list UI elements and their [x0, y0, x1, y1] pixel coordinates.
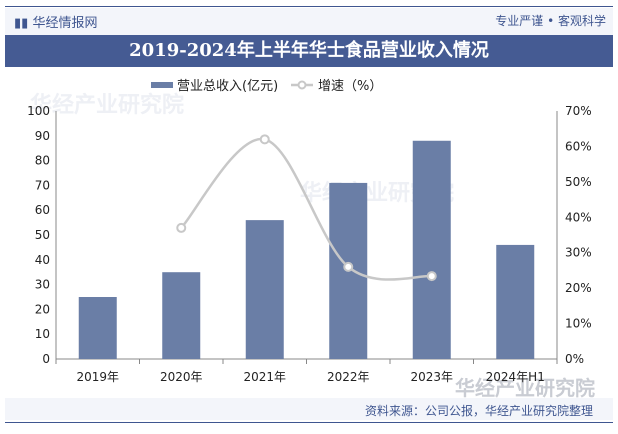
left-tick-label: 80	[35, 154, 50, 168]
left-tick-label: 40	[35, 253, 50, 267]
slogan: 专业严谨 • 客观科学	[495, 14, 606, 28]
left-tick-label: 0	[42, 352, 50, 366]
right-tick-label: 70%	[565, 104, 592, 118]
top-rule	[5, 6, 613, 7]
brand-name: 华经情报网	[32, 16, 98, 31]
left-tick-label: 20	[35, 302, 50, 316]
left-tick-label: 70	[35, 178, 50, 192]
brand-logo: ▮▮ 华经情报网	[14, 12, 97, 31]
chart-title: 2019-2024年上半年华士食品营业收入情况	[5, 35, 613, 67]
growth-point	[259, 134, 270, 145]
x-tick-label: 2021年	[243, 370, 286, 384]
growth-line	[180, 138, 432, 281]
left-tick-label: 100	[27, 104, 50, 118]
right-tick-label: 0%	[565, 352, 584, 366]
legend-line-marker	[297, 80, 307, 90]
right-tick-label: 40%	[565, 210, 592, 224]
left-tick-label: 60	[35, 203, 50, 217]
header-bar	[5, 8, 613, 35]
growth-point	[343, 261, 354, 272]
bar-2023年	[412, 140, 451, 359]
bottom-rule	[5, 422, 613, 423]
right-tick-label: 60%	[565, 139, 592, 153]
x-tick-label: 2023年	[410, 370, 453, 384]
bar-2024年H1	[496, 244, 535, 359]
bar-2019年	[78, 297, 117, 359]
watermark-logo: 华经产业研究院	[455, 376, 595, 400]
legend-bar-label: 营业总收入(亿元)	[177, 79, 278, 94]
source-note: 资料来源：公司公报，华经产业研究院整理	[5, 398, 613, 420]
x-tick-label: 2020年	[160, 370, 203, 384]
bar-2020年	[162, 272, 201, 359]
x-tick-label: 2019年	[76, 370, 119, 384]
left-tick-label: 50	[35, 228, 50, 242]
right-tick-label: 30%	[565, 246, 592, 260]
x-tick-label: 2024年H1	[486, 370, 545, 384]
legend-bar-swatch	[151, 82, 173, 88]
growth-point	[426, 271, 437, 282]
growth-point	[176, 222, 187, 233]
watermark: 华经产业研究院	[30, 92, 184, 118]
x-tick-label: 2022年	[327, 370, 370, 384]
left-tick-label: 90	[35, 129, 50, 143]
legend-line-label: 增速（%）	[318, 79, 382, 94]
right-tick-label: 50%	[565, 175, 592, 189]
right-tick-label: 20%	[565, 281, 592, 295]
logo-icon: ▮▮	[14, 16, 33, 31]
right-tick-label: 10%	[565, 317, 592, 331]
left-tick-label: 30	[35, 278, 50, 292]
bar-2021年	[245, 220, 284, 359]
left-tick-label: 10	[35, 327, 50, 341]
